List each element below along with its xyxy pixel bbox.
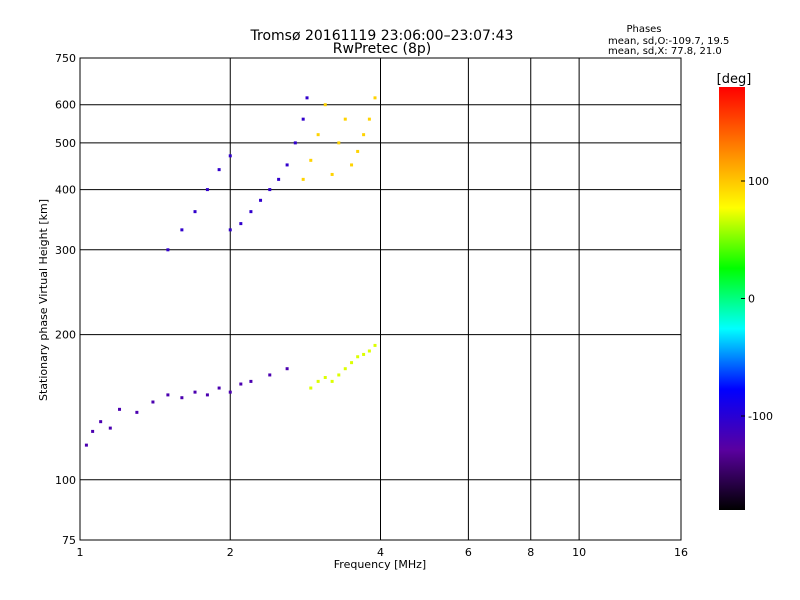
x-tick-label: 6 [465,546,472,559]
data-point [293,141,297,145]
data-point [316,379,320,383]
data-point [151,400,155,404]
data-point [166,393,170,397]
data-point [268,373,272,377]
colorbar-label: [deg] [717,72,752,87]
y-tick-label: 200 [55,329,76,342]
y-axis-label: Stationary phase Virtual Height [km] [37,199,50,401]
data-point [330,172,334,176]
y-tick-label: 300 [55,244,76,257]
data-point [268,188,272,192]
y-tick-labels: 75 100 200 300 400 500 600 750 [55,52,76,547]
data-point [362,352,366,356]
data-point [135,410,139,414]
stats-heading: Phases [626,24,661,35]
stats-line-x: mean, sd,X: 77.8, 21.0 [608,46,722,57]
data-point [84,443,88,447]
data-point [316,133,320,137]
data-point [367,349,371,353]
data-point [323,376,327,380]
data-point [362,133,366,137]
data-point [356,355,360,359]
chart-subtitle: RwPretec (8p) [333,41,431,57]
data-point [193,390,197,394]
x-tick-label: 4 [377,546,384,559]
data-point [309,158,313,162]
chart-title: Tromsø 20161119 23:06:00–23:07:43 [250,28,514,44]
data-point [228,390,232,394]
colorbar-tick-label: 100 [748,175,769,188]
data-point [309,386,313,390]
y-tick-label: 600 [55,99,76,112]
data-point [323,103,327,107]
data-point [205,393,209,397]
data-point [301,177,305,181]
data-point [285,163,289,167]
y-tick-label: 400 [55,184,76,197]
data-points [84,96,377,447]
data-point [249,379,253,383]
data-point [239,382,243,386]
data-point [305,96,309,100]
data-point [193,210,197,214]
data-point [337,373,341,377]
data-point [350,163,354,167]
colorbar [719,87,745,510]
data-point [373,343,377,347]
colorbar-tick-label: 0 [748,293,755,306]
x-tick-label: 16 [674,546,688,559]
plot-frame [79,57,682,541]
data-point [277,177,281,181]
data-point [91,429,95,433]
colorbar-tick-label: -100 [748,410,773,423]
x-tick-label: 8 [527,546,534,559]
x-tick-label: 2 [227,546,234,559]
data-point [350,361,354,365]
y-tick-label: 500 [55,137,76,150]
x-tick-labels: 1 2 4 6 8 10 16 [77,546,689,559]
data-point [285,367,289,371]
data-point [330,379,334,383]
data-point [343,117,347,121]
data-point [99,420,103,424]
data-point [108,426,112,430]
y-tick-label: 750 [55,52,76,65]
x-tick-label: 1 [77,546,84,559]
data-point [239,222,243,226]
data-point [180,396,184,400]
data-point [118,407,122,411]
data-point [228,228,232,232]
data-point [166,248,170,252]
y-tick-label: 100 [55,474,76,487]
x-axis-label: Frequency [MHz] [334,558,426,571]
data-point [217,168,221,172]
grid-lines [80,58,681,540]
data-point [205,188,209,192]
y-tick-label: 75 [62,534,76,547]
colorbar-tick-labels: 100 0 -100 [741,175,773,423]
data-point [180,228,184,232]
data-point [301,117,305,121]
data-point [337,141,341,145]
data-point [249,210,253,214]
data-point [259,198,263,202]
data-point [343,367,347,371]
data-point [367,117,371,121]
stats-line-o: mean, sd,O:-109.7, 19.5 [608,36,729,47]
data-point [217,386,221,390]
x-tick-label: 10 [572,546,586,559]
data-point [373,96,377,100]
data-point [228,154,232,158]
data-point [356,149,360,153]
